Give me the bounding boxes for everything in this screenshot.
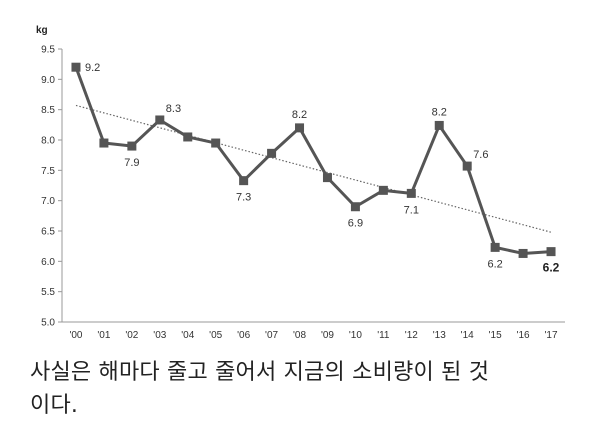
data-point-marker bbox=[99, 138, 109, 148]
y-tick-label: 6.0 bbox=[41, 257, 55, 268]
y-tick-label: 9.0 bbox=[41, 75, 55, 86]
data-point-marker bbox=[490, 242, 500, 252]
y-tick-label: 9.5 bbox=[41, 45, 55, 56]
x-tick-label: '15 bbox=[489, 330, 502, 341]
data-label: 6.9 bbox=[348, 218, 363, 230]
data-point-marker bbox=[518, 248, 528, 258]
series-group bbox=[74, 66, 552, 255]
data-label: 7.6 bbox=[473, 149, 488, 161]
data-label: 6.2 bbox=[487, 258, 502, 270]
x-tick-label: '13 bbox=[433, 330, 446, 341]
data-point-marker bbox=[239, 176, 249, 186]
x-tick-label: '00 bbox=[69, 330, 82, 341]
x-tick-label: '08 bbox=[293, 330, 306, 341]
data-label: 7.3 bbox=[236, 192, 251, 204]
x-tick-label: '10 bbox=[349, 330, 362, 341]
data-point-marker bbox=[406, 188, 416, 198]
x-tick-label: '02 bbox=[125, 330, 138, 341]
x-tick-label: '14 bbox=[461, 330, 474, 341]
data-point-marker bbox=[322, 173, 332, 183]
x-tick-label: '05 bbox=[209, 330, 222, 341]
data-point-marker bbox=[378, 185, 388, 195]
x-tick-label: '06 bbox=[237, 330, 250, 341]
data-label-group: 9.2 7.9 8.3 7.3 8.2 6.9 7.1 8.2 7.6 6.2 6.2 bbox=[85, 62, 560, 274]
data-point-marker bbox=[155, 115, 165, 125]
caption-line-2: 이다. bbox=[30, 393, 79, 418]
x-tick-label: '17 bbox=[545, 330, 558, 341]
x-tick-labels: '00 '01 '02 '03 '04 '05 '06 '07 '08 '09 '10 '11 '12 '… bbox=[69, 330, 558, 341]
trendline bbox=[75, 104, 552, 233]
data-label: 8.3 bbox=[166, 103, 181, 115]
data-point-marker bbox=[127, 141, 137, 151]
trendline-group bbox=[75, 104, 552, 233]
y-axis-unit: kg bbox=[36, 25, 48, 36]
axes bbox=[61, 49, 565, 323]
x-tick-label: '01 bbox=[97, 330, 110, 341]
y-tick-label: 6.5 bbox=[41, 227, 55, 238]
x-tick-label: '11 bbox=[377, 330, 390, 341]
data-point-marker bbox=[267, 148, 277, 158]
data-point-marker bbox=[546, 247, 556, 257]
data-point-marker bbox=[350, 202, 360, 212]
y-tick-labels: 5.0 5.5 6.0 6.5 7.0 7.5 8.0 8.5 9.0 9.5 bbox=[41, 45, 62, 329]
marker-group bbox=[71, 62, 556, 258]
data-point-marker bbox=[71, 62, 81, 72]
data-label: 9.2 bbox=[85, 62, 100, 74]
data-point-marker bbox=[295, 123, 305, 133]
caption-text: 사실은 해마다 줄고 줄어서 지금의 소비량이 된 것 이다. bbox=[30, 356, 580, 422]
data-label: 7.1 bbox=[404, 204, 419, 216]
y-tick-label: 8.5 bbox=[41, 105, 55, 116]
y-tick-label: 7.0 bbox=[41, 196, 55, 207]
x-tick-label: '12 bbox=[405, 330, 418, 341]
y-tick-label: 8.0 bbox=[41, 136, 55, 147]
series-line bbox=[74, 66, 552, 255]
data-label: 8.2 bbox=[432, 106, 447, 118]
x-tick-label: '09 bbox=[321, 330, 334, 341]
caption-line-1: 사실은 해마다 줄고 줄어서 지금의 소비량이 된 것 bbox=[30, 360, 490, 385]
data-point-marker bbox=[183, 132, 193, 142]
x-tick-label: '03 bbox=[153, 330, 166, 341]
data-point-marker bbox=[211, 138, 221, 148]
x-tick-label: '16 bbox=[517, 330, 530, 341]
line-chart: kg 5.0 5.5 6.0 6.5 7.0 7.5 8.0 8.5 9.0 9.5 '00 '01… bbox=[36, 25, 565, 341]
data-label: 7.9 bbox=[124, 157, 139, 169]
data-label: 6.2 bbox=[543, 261, 560, 275]
data-label: 8.2 bbox=[292, 109, 307, 121]
data-point-marker bbox=[462, 161, 472, 171]
x-tick-label: '04 bbox=[181, 330, 194, 341]
data-point-marker bbox=[434, 120, 444, 130]
y-tick-label: 5.5 bbox=[41, 287, 55, 298]
x-tick-label: '07 bbox=[265, 330, 278, 341]
y-tick-label: 7.5 bbox=[41, 166, 55, 177]
y-tick-label: 5.0 bbox=[41, 318, 55, 329]
